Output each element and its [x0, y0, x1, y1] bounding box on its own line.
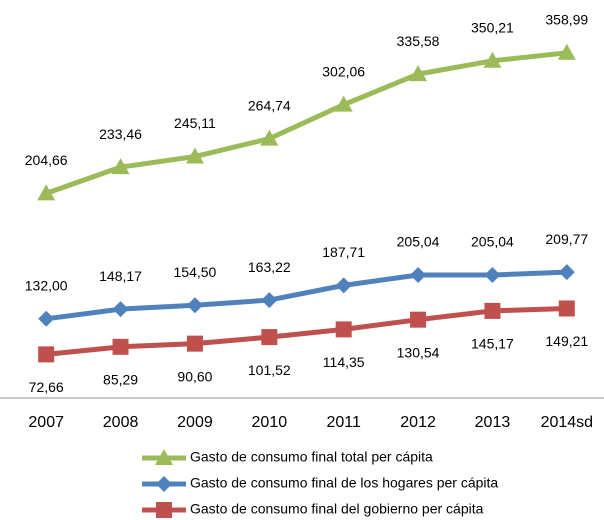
x-tick-label: 2011 [326, 414, 361, 431]
data-label: 358,99 [545, 12, 588, 28]
series-line [45, 305, 567, 357]
point-marker [410, 266, 427, 283]
data-label: 72,66 [29, 379, 64, 395]
point-marker [112, 338, 129, 355]
data-label: 205,04 [471, 234, 514, 250]
data-label: 233,46 [99, 126, 142, 142]
data-label: 302,06 [322, 63, 365, 79]
point-marker [112, 301, 129, 318]
point-marker [558, 300, 575, 317]
data-label: 350,21 [471, 19, 514, 35]
series-line [45, 269, 567, 322]
data-label: 264,74 [248, 97, 291, 113]
data-label: 132,00 [25, 278, 68, 294]
legend-label: Gasto de consumo final total per cápita [190, 449, 433, 465]
x-tick-label: 2013 [475, 414, 511, 431]
point-marker [410, 311, 427, 328]
point-marker [484, 266, 501, 283]
point-marker [38, 310, 55, 327]
x-tick-label: 2008 [103, 414, 139, 431]
legend-marker [156, 476, 172, 492]
data-label: 90,60 [177, 368, 212, 384]
data-label: 130,54 [397, 344, 440, 360]
legend-marker [155, 449, 173, 465]
data-label: 187,71 [322, 244, 365, 260]
point-marker [261, 329, 278, 346]
point-marker [483, 51, 502, 68]
point-marker [261, 292, 278, 309]
point-marker [334, 95, 353, 112]
x-tick-label: 2009 [177, 414, 213, 431]
point-marker [558, 264, 575, 281]
point-marker [260, 129, 279, 146]
point-marker [186, 297, 203, 314]
point-marker [335, 277, 352, 294]
point-marker [409, 65, 428, 82]
point-marker [186, 335, 203, 352]
data-label: 154,50 [174, 264, 217, 280]
point-marker [38, 346, 55, 363]
point-marker [37, 184, 56, 201]
series-line [45, 50, 568, 196]
data-label: 209,77 [545, 231, 588, 247]
legend-marker [156, 502, 172, 518]
legend-label: Gasto de consumo final del gobierno per … [190, 501, 484, 517]
point-marker [111, 158, 130, 175]
point-marker [557, 43, 576, 60]
data-label: 85,29 [103, 372, 138, 388]
data-label: 114,35 [323, 354, 365, 370]
data-label: 149,21 [545, 333, 588, 349]
data-label: 163,22 [248, 259, 291, 275]
x-tick-label: 2010 [252, 414, 288, 431]
data-label: 335,58 [397, 33, 440, 49]
x-tick-label: 2012 [400, 414, 436, 431]
x-tick-label: 2014sd [541, 414, 594, 431]
data-label: 148,17 [99, 268, 142, 284]
point-marker [484, 302, 501, 319]
legend-label: Gasto de consumo final de los hogares pe… [190, 475, 498, 491]
data-label: 101,52 [248, 362, 291, 378]
data-label: 245,11 [174, 115, 216, 131]
data-label: 205,04 [397, 234, 440, 250]
x-tick-label: 2007 [28, 414, 64, 431]
data-label: 145,17 [471, 336, 514, 352]
point-marker [185, 147, 204, 164]
point-marker [335, 321, 352, 338]
data-label: 204,66 [25, 152, 68, 168]
